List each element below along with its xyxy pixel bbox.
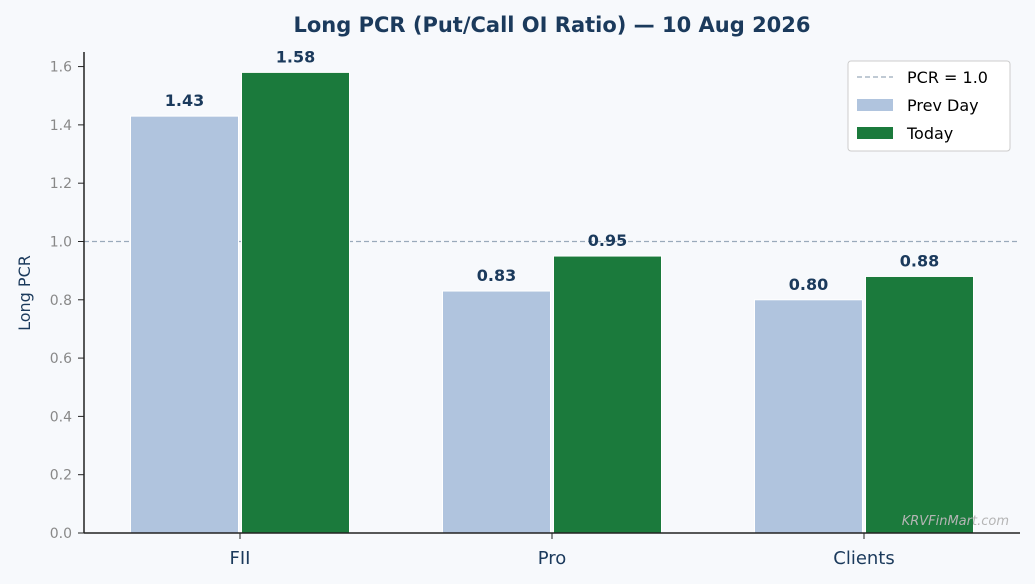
chart-title: Long PCR (Put/Call OI Ratio) — 10 Aug 20… [293, 13, 810, 37]
bars-group [130, 71, 974, 534]
x-tick-label-fii: FII [230, 548, 251, 569]
bar-clients-today [865, 275, 974, 534]
legend-swatch-prev-day [857, 99, 893, 111]
legend-label-today: Today [906, 124, 953, 143]
legend-label-prev-day: Prev Day [907, 96, 979, 115]
y-tick-label: 1.2 [50, 176, 72, 192]
bar-fii-today [241, 71, 350, 534]
legend-label-reference: PCR = 1.0 [907, 68, 988, 87]
bar-clients-prev-day [754, 299, 863, 534]
y-tick-label: 1.6 [50, 60, 72, 76]
y-axis-label: Long PCR [15, 255, 34, 331]
y-tick-label: 1.4 [50, 118, 72, 134]
data-label: 0.95 [588, 231, 627, 250]
x-tick-label-clients: Clients [833, 548, 895, 569]
legend: PCR = 1.0 Prev Day Today [847, 60, 1011, 152]
bar-pro-prev-day [442, 290, 551, 534]
x-tick-label-pro: Pro [538, 548, 567, 569]
data-label: 1.58 [276, 47, 315, 66]
data-label: 1.43 [165, 91, 204, 110]
data-label: 0.88 [900, 251, 939, 270]
y-tick-label: 0.8 [50, 293, 72, 309]
legend-swatch-today [857, 127, 893, 139]
y-tick-label: 0.2 [50, 468, 72, 484]
bar-pro-today [553, 255, 662, 534]
y-tick-label: 0.4 [50, 409, 72, 425]
data-label: 0.83 [477, 266, 516, 285]
y-tick-label: 1.0 [50, 234, 72, 250]
x-axis-ticks: FII Pro Clients [230, 533, 895, 569]
bar-fii-prev-day [130, 115, 239, 534]
data-labels-group: 1.43 1.58 0.83 0.95 0.80 0.88 [165, 47, 939, 293]
watermark: KRVFinMart.com [902, 514, 1009, 529]
y-tick-label: 0.6 [50, 351, 72, 367]
data-label: 0.80 [789, 275, 828, 294]
y-axis-ticks: 0.0 0.2 0.4 0.6 0.8 1.0 1.2 1.4 1.6 [50, 60, 84, 542]
y-tick-label: 0.0 [50, 526, 72, 542]
